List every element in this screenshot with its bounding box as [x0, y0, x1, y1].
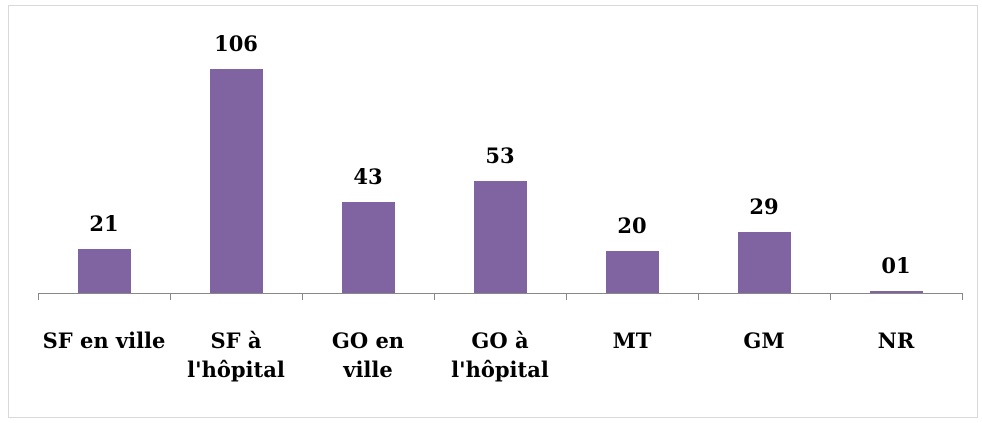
- bar: [77, 248, 131, 293]
- bar: [341, 201, 395, 293]
- x-tick: [38, 293, 39, 300]
- value-label: 20: [617, 212, 647, 238]
- bar: [473, 180, 527, 293]
- chart-frame: [8, 5, 978, 418]
- x-tick: [830, 293, 831, 300]
- value-label: 29: [749, 193, 779, 219]
- x-tick: [302, 293, 303, 300]
- bar: [605, 250, 659, 293]
- x-tick: [962, 293, 963, 300]
- x-tick-label: GO en ville: [331, 328, 405, 382]
- x-tick-label: SF en ville: [42, 328, 166, 353]
- value-label: 01: [881, 252, 911, 278]
- x-axis: [38, 293, 962, 294]
- x-tick-label: GO à l'hôpital: [451, 328, 549, 382]
- bar: [869, 290, 923, 293]
- x-tick: [434, 293, 435, 300]
- x-tick: [170, 293, 171, 300]
- value-label: 21: [89, 210, 119, 236]
- x-tick: [698, 293, 699, 300]
- bar: [737, 231, 791, 293]
- value-label: 53: [485, 142, 515, 168]
- x-tick-label: GM: [743, 328, 785, 353]
- bar: [209, 68, 263, 293]
- value-label: 106: [214, 30, 258, 56]
- x-tick-label: SF à l'hôpital: [187, 328, 285, 382]
- x-tick-label: NR: [877, 328, 915, 353]
- value-label: 43: [353, 163, 383, 189]
- x-tick-label: MT: [612, 328, 652, 353]
- x-tick: [566, 293, 567, 300]
